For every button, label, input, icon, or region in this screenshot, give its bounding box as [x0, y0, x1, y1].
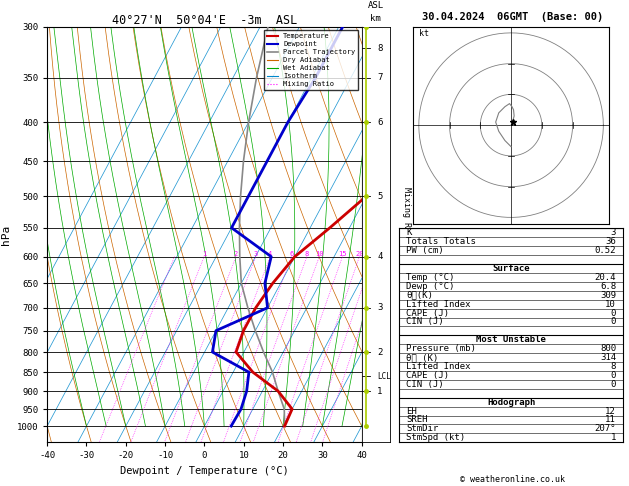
Text: 2: 2: [377, 347, 382, 357]
Text: © weatheronline.co.uk: © weatheronline.co.uk: [460, 474, 565, 484]
Text: 10: 10: [315, 251, 323, 257]
Text: CAPE (J): CAPE (J): [406, 371, 449, 380]
Text: 314: 314: [600, 353, 616, 362]
Text: CAPE (J): CAPE (J): [406, 309, 449, 317]
Text: 20: 20: [355, 251, 364, 257]
Text: Hodograph: Hodograph: [487, 398, 535, 407]
Text: StmDir: StmDir: [406, 424, 438, 434]
Text: 30.04.2024  06GMT  (Base: 00): 30.04.2024 06GMT (Base: 00): [422, 12, 603, 22]
Text: 0.52: 0.52: [594, 246, 616, 255]
Text: 0: 0: [611, 371, 616, 380]
Legend: Temperature, Dewpoint, Parcel Trajectory, Dry Adiabat, Wet Adiabat, Isotherm, Mi: Temperature, Dewpoint, Parcel Trajectory…: [264, 30, 358, 90]
Text: kt: kt: [419, 29, 429, 38]
Y-axis label: hPa: hPa: [1, 225, 11, 244]
Text: Totals Totals: Totals Totals: [406, 237, 476, 246]
Text: 309: 309: [600, 291, 616, 300]
Text: 1: 1: [611, 434, 616, 442]
Text: EH: EH: [406, 407, 417, 416]
Text: Temp (°C): Temp (°C): [406, 273, 455, 282]
Text: StmSpd (kt): StmSpd (kt): [406, 434, 465, 442]
Text: 4: 4: [377, 252, 382, 261]
Text: 36: 36: [605, 237, 616, 246]
Text: 6.8: 6.8: [600, 282, 616, 291]
Text: 12: 12: [605, 407, 616, 416]
Text: 3: 3: [377, 303, 382, 312]
Text: 8: 8: [377, 44, 382, 52]
Text: Lifted Index: Lifted Index: [406, 362, 470, 371]
Text: 10: 10: [605, 300, 616, 309]
Text: 3: 3: [253, 251, 258, 257]
Text: 2: 2: [234, 251, 238, 257]
Text: Mixing Ratio (g/kg): Mixing Ratio (g/kg): [403, 187, 411, 282]
Text: Pressure (mb): Pressure (mb): [406, 344, 476, 353]
Text: θᴄ(K): θᴄ(K): [406, 291, 433, 300]
Text: km: km: [370, 14, 381, 22]
Text: SREH: SREH: [406, 416, 428, 424]
Text: 15: 15: [338, 251, 347, 257]
Text: 4: 4: [268, 251, 272, 257]
Text: Most Unstable: Most Unstable: [476, 335, 546, 344]
Text: 6: 6: [377, 118, 382, 127]
Text: CIN (J): CIN (J): [406, 317, 443, 327]
Text: 800: 800: [600, 344, 616, 353]
Text: Lifted Index: Lifted Index: [406, 300, 470, 309]
Text: 7: 7: [377, 73, 382, 82]
Text: Surface: Surface: [493, 264, 530, 273]
Text: 0: 0: [611, 380, 616, 389]
Text: 8: 8: [305, 251, 309, 257]
Text: θᴄ (K): θᴄ (K): [406, 353, 438, 362]
Text: Dewp (°C): Dewp (°C): [406, 282, 455, 291]
Text: CIN (J): CIN (J): [406, 380, 443, 389]
Text: K: K: [406, 228, 411, 237]
Text: 207°: 207°: [594, 424, 616, 434]
Text: ASL: ASL: [368, 1, 384, 10]
Text: PW (cm): PW (cm): [406, 246, 443, 255]
Text: 20.4: 20.4: [594, 273, 616, 282]
Text: 0: 0: [611, 309, 616, 317]
Text: 8: 8: [611, 362, 616, 371]
Text: 1: 1: [377, 387, 382, 396]
Title: 40°27'N  50°04'E  -3m  ASL: 40°27'N 50°04'E -3m ASL: [112, 14, 297, 27]
Text: 6: 6: [289, 251, 294, 257]
Text: 3: 3: [611, 228, 616, 237]
Text: 5: 5: [377, 191, 382, 201]
Text: 0: 0: [611, 317, 616, 327]
Text: 11: 11: [605, 416, 616, 424]
Text: 1: 1: [202, 251, 206, 257]
Text: LCL: LCL: [377, 372, 391, 381]
X-axis label: Dewpoint / Temperature (°C): Dewpoint / Temperature (°C): [120, 466, 289, 476]
